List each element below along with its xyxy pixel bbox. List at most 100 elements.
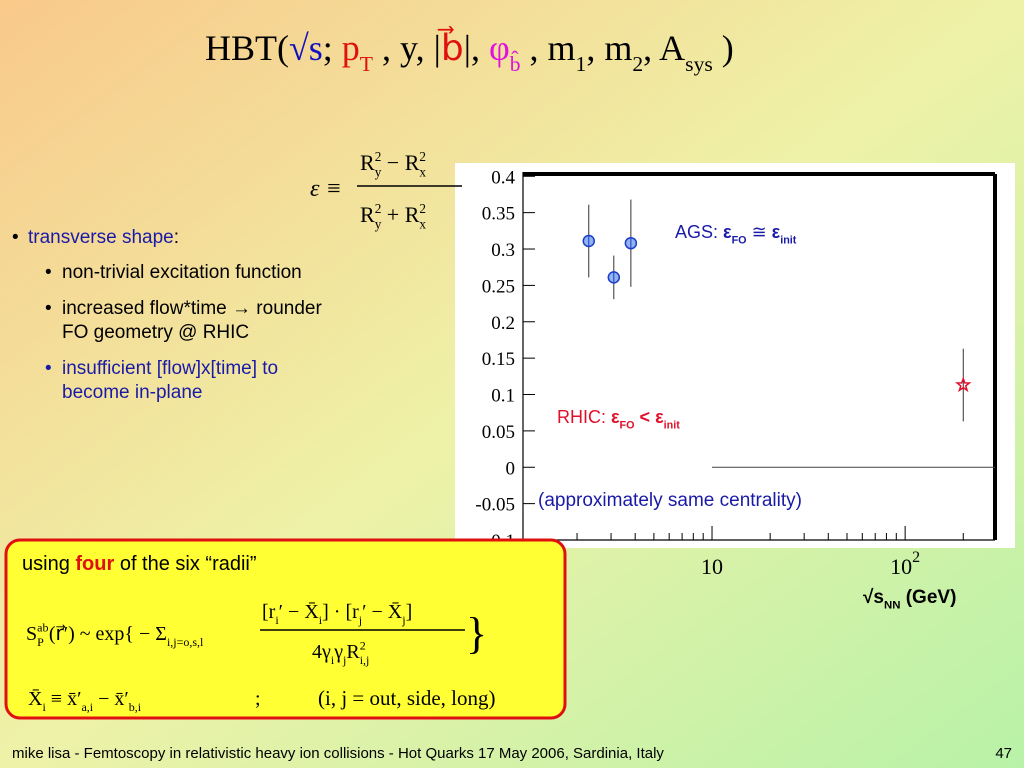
x-tick-label: 102 — [890, 549, 920, 579]
bullet-text: FO geometry @ RHIC — [62, 322, 249, 343]
formula-box — [4, 538, 567, 720]
subscript: P — [37, 635, 44, 649]
y-tick-label: 0 — [506, 458, 516, 479]
y-tick-label: 0.3 — [491, 240, 515, 261]
bullet-dot: • — [45, 298, 52, 319]
subscript: j — [342, 653, 346, 667]
text-run: (GeV) — [900, 587, 956, 608]
text-run: R — [346, 641, 360, 663]
superscript: ab — [37, 621, 48, 635]
subscript: y — [375, 217, 382, 232]
epsilon-denominator: R2 y + R2 x — [360, 201, 426, 232]
formula-denominator: 4γiγjR2 i,j — [312, 639, 369, 667]
text-run: , y, | — [373, 28, 441, 68]
text-run: b⃗ — [438, 25, 464, 68]
text-run: ε — [723, 222, 732, 242]
text-run: φ — [489, 28, 510, 68]
text-run: 4γ — [312, 641, 331, 663]
subscript: 1 — [576, 52, 587, 76]
text-run: < — [635, 407, 656, 427]
tick-base: 10 — [890, 554, 912, 579]
text-run: , A — [643, 28, 685, 68]
text-run: ′ − X̄ — [279, 601, 320, 623]
text-run: |, — [464, 28, 489, 68]
superscript: 2 — [419, 201, 426, 216]
subscript: j — [358, 613, 362, 627]
text-run: R — [360, 150, 375, 175]
subscript: i,j=o,s,l — [167, 635, 204, 649]
footer: mike lisa - Femtoscopy in relativistic h… — [12, 745, 664, 762]
epsilon-numerator: R2 y − R2 x — [360, 149, 426, 180]
subscript: NN — [884, 600, 900, 612]
bullet-dot: • — [45, 358, 52, 379]
text-run: ) — [713, 28, 734, 68]
text-run: ′ − X̄ — [362, 601, 403, 623]
subscript: i — [275, 613, 279, 627]
y-tick-label: 0.4 — [491, 167, 515, 188]
y-tick-label: 0.2 — [491, 313, 515, 334]
subscript: x — [419, 165, 426, 180]
subscript: sys — [685, 52, 713, 76]
slide-title: HBT(√s; pT , y, |b⃗|, φb̂ , m1, m2, Asys… — [205, 25, 734, 75]
tick-base: 10 — [701, 554, 723, 579]
text-run: p — [342, 28, 360, 68]
text-run: √s — [289, 28, 323, 68]
chart-panel — [455, 163, 1015, 548]
x-axis-label: √sNN (GeV) — [863, 587, 956, 612]
superscript: 2 — [419, 149, 426, 164]
subscript: T — [360, 52, 373, 76]
superscript: 2 — [375, 201, 382, 216]
bullet-dot: • — [12, 227, 19, 248]
text-run: ; — [323, 28, 342, 68]
subscript: i — [331, 653, 335, 667]
text-run: HBT( — [205, 28, 289, 68]
text-run: using — [22, 553, 75, 575]
subscript: FO — [732, 234, 747, 246]
text-run: (approximately same centrality) — [538, 490, 802, 511]
text-run: transverse shape — [28, 227, 174, 248]
bullet-text: increased flow*time → rounder — [62, 298, 322, 319]
formula-numerator: [ri′ − X̄i] · [rj′ − X̄j] — [262, 601, 412, 627]
data-point — [954, 376, 972, 393]
subscript: init — [780, 234, 797, 246]
index-range: (i, j = out, side, long) — [318, 686, 496, 710]
subscript: b̂ — [510, 51, 521, 76]
content: HBT(√s; pT , y, |b⃗|, φb̂ , m1, m2, Asys… — [4, 25, 1012, 762]
bullet-text: non-trivial excitation function — [62, 262, 302, 283]
tick-exponent: 2 — [912, 549, 920, 566]
subscript: x — [419, 217, 426, 232]
superscript: 2 — [360, 639, 366, 653]
subscript: FO — [620, 419, 635, 431]
text-run: − x̄′ — [93, 688, 129, 710]
annotation: AGS: εFO ≅ εinit — [675, 222, 797, 246]
subscript: init — [664, 419, 681, 431]
text-run: ≡ x̄′ — [46, 688, 82, 710]
text-run: ε — [655, 407, 664, 427]
y-tick-label: 0.25 — [482, 276, 515, 297]
text-run: ] — [406, 601, 413, 623]
y-tick-label: 0.15 — [482, 349, 515, 370]
formula-definition: X̄i ≡ x̄′a,i − x̄′b,i — [28, 688, 142, 714]
text-run: ε — [611, 407, 620, 427]
text-run: ε — [772, 222, 781, 242]
text-run: + R — [381, 202, 419, 227]
text-run: (r⃗′) ~ exp{ − Σ — [44, 623, 167, 645]
bullet-dot: • — [45, 262, 52, 283]
subscript: y — [375, 165, 382, 180]
page-number: 47 — [995, 745, 1012, 762]
separator: ; — [255, 688, 261, 710]
text-run: ≅ — [747, 222, 772, 242]
subscript: b,i — [129, 700, 142, 714]
subscript: i,j — [360, 653, 370, 667]
y-tick-label: -0.05 — [475, 495, 515, 516]
text-run: RHIC: — [557, 407, 611, 427]
formula-lhs: Sab P (r⃗′) ~ exp{ − Σi,j=o,s,l — [26, 621, 204, 649]
bullet-text: become in-plane — [62, 382, 202, 403]
bullet-text: insufficient [flow]x[time] to — [62, 358, 278, 379]
epsilon-lhs: ε ≡ — [310, 176, 342, 202]
brace: } — [466, 609, 487, 658]
text-run: ] · [r — [322, 601, 359, 623]
x-tick-label: 10 — [701, 554, 723, 579]
text-run: R — [360, 202, 375, 227]
